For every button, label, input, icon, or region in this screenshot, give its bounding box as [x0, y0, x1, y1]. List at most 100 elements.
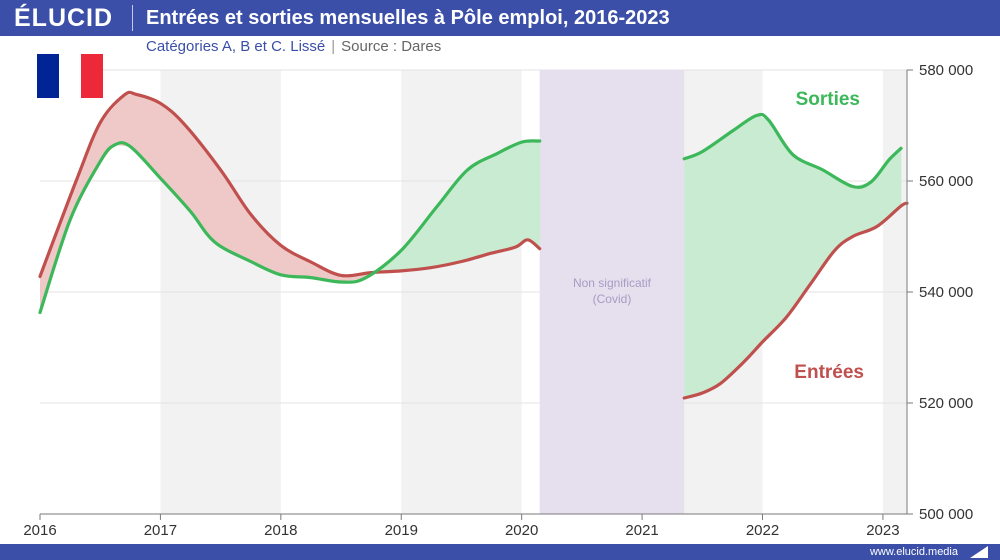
gap-fill-slice: [159, 103, 163, 181]
footer-bar: www.elucid.media: [0, 544, 1000, 560]
gap-fill-slice: [222, 172, 226, 248]
gap-fill-slice: [202, 147, 206, 230]
gap-fill-slice: [454, 182, 458, 263]
gap-fill-slice: [274, 239, 278, 274]
gap-fill-slice: [197, 140, 201, 224]
series-line-sorties: [682, 112, 903, 189]
france-flag-icon: [37, 54, 103, 98]
brand-mark-icon: [970, 546, 988, 558]
gap-fill-slice: [497, 152, 501, 252]
gap-fill-slice: [479, 161, 483, 257]
flag-stripe-red: [81, 54, 103, 98]
gap-fill-slice: [207, 153, 211, 237]
gap-fill-slice: [482, 160, 486, 256]
gap-fill-slice: [172, 113, 176, 195]
gap-fill-slice: [239, 198, 243, 257]
brand-logo[interactable]: ÉLUCID: [14, 4, 114, 32]
gap-fill-slice: [179, 120, 183, 203]
gap-fill-slice: [90, 141, 93, 182]
gap-fill-slice: [299, 255, 303, 277]
gap-fill-slice: [529, 141, 533, 244]
gap-fill-slice: [457, 179, 461, 263]
gap-fill-slice: [219, 169, 223, 247]
gap-fill-slice: [404, 242, 408, 271]
gap-fill-slice: [112, 105, 116, 148]
gap-fill-slice: [110, 108, 113, 151]
gap-fill-slice: [432, 209, 436, 268]
y-tick-label: 560 000: [919, 173, 973, 190]
gap-fill-slice: [189, 131, 193, 214]
axes: 2016 2017 2018 2019 2020 2021 2022 2023 500 000 5…: [23, 62, 973, 539]
x-tick-label: 2022: [746, 522, 779, 539]
gap-fill-slice: [309, 261, 313, 278]
gap-fill-slice: [252, 216, 256, 264]
gap-fill-slice: [134, 94, 138, 155]
gap-fill-slice: [414, 230, 418, 270]
subtitle-separator: |: [331, 38, 336, 55]
x-tick-label: 2019: [385, 522, 418, 539]
gap-fill-slice: [149, 99, 153, 170]
gap-fill-slice: [302, 257, 306, 277]
gap-fill-slice: [120, 97, 123, 146]
gap-fill-slice: [169, 111, 173, 192]
gap-fill-slice: [192, 134, 196, 218]
gap-fill-slice: [234, 190, 238, 255]
gap-fill-slice: [504, 148, 508, 250]
gap-fill-slice: [449, 188, 453, 264]
gap-fill-slice: [312, 262, 316, 279]
gap-fill-slice: [397, 251, 401, 272]
gap-fill-slice: [287, 249, 291, 276]
series-lines: [38, 90, 909, 400]
gap-fill-slice: [147, 98, 151, 168]
gap-fill-slice: [227, 179, 231, 251]
chart-title: Entrées et sorties mensuelles à Pôle emp…: [146, 7, 670, 29]
gap-fill-slice: [204, 150, 208, 233]
gap-fill-slice: [115, 102, 118, 146]
gap-fill-slice: [154, 101, 158, 176]
series-line-entrees: [38, 90, 542, 279]
gap-fill-slice: [437, 203, 441, 267]
gap-fill-slice: [304, 258, 308, 278]
gap-fill-slice: [125, 94, 128, 147]
gap-fill-slice: [429, 212, 433, 268]
x-tick-label: 2016: [23, 522, 56, 539]
gap-fill-slice: [492, 154, 496, 253]
gap-fill-slice: [517, 143, 521, 247]
gap-fill-slice: [187, 128, 191, 211]
gap-fill-slice: [317, 264, 321, 279]
gap-fill-slice: [97, 123, 101, 167]
gap-fill-slice: [294, 253, 298, 277]
y-tick-label: 520 000: [919, 395, 973, 412]
gap-fill-slice: [122, 94, 126, 146]
gap-fill-slice: [152, 100, 156, 173]
gap-fill-slice: [100, 120, 103, 162]
gap-fill-slice: [297, 254, 301, 277]
gap-fill-slice: [142, 96, 146, 162]
series-line-entrees: [682, 201, 909, 400]
flag-stripe-blue: [37, 54, 59, 98]
gap-fill-slice: [522, 142, 526, 244]
gap-fill-slice: [249, 213, 253, 263]
gap-fill-slice: [477, 163, 481, 258]
gap-fill-slice: [289, 250, 293, 276]
gap-fill-slice: [419, 224, 423, 269]
gap-fill-slice: [444, 194, 448, 265]
gap-fill-slice: [489, 156, 493, 254]
gap-fill-slice: [209, 156, 213, 240]
gap-fill-slice: [132, 94, 136, 152]
footer-url-link[interactable]: www.elucid.media: [869, 546, 958, 558]
gap-fill-slice: [199, 143, 203, 227]
gap-fill-slice: [474, 164, 478, 258]
gap-fill-slice: [130, 94, 133, 149]
gap-fill-slice: [259, 223, 263, 267]
gap-fill-slice: [314, 263, 318, 279]
gap-fill-slice: [224, 176, 228, 249]
gap-fill-slice: [487, 157, 491, 255]
gap-fill-slice: [267, 231, 271, 270]
gap-fill-slice: [244, 205, 248, 260]
gap-fill-slice: [117, 100, 121, 146]
gap-fill-slice: [509, 146, 513, 249]
gap-fill-slice: [464, 170, 468, 261]
